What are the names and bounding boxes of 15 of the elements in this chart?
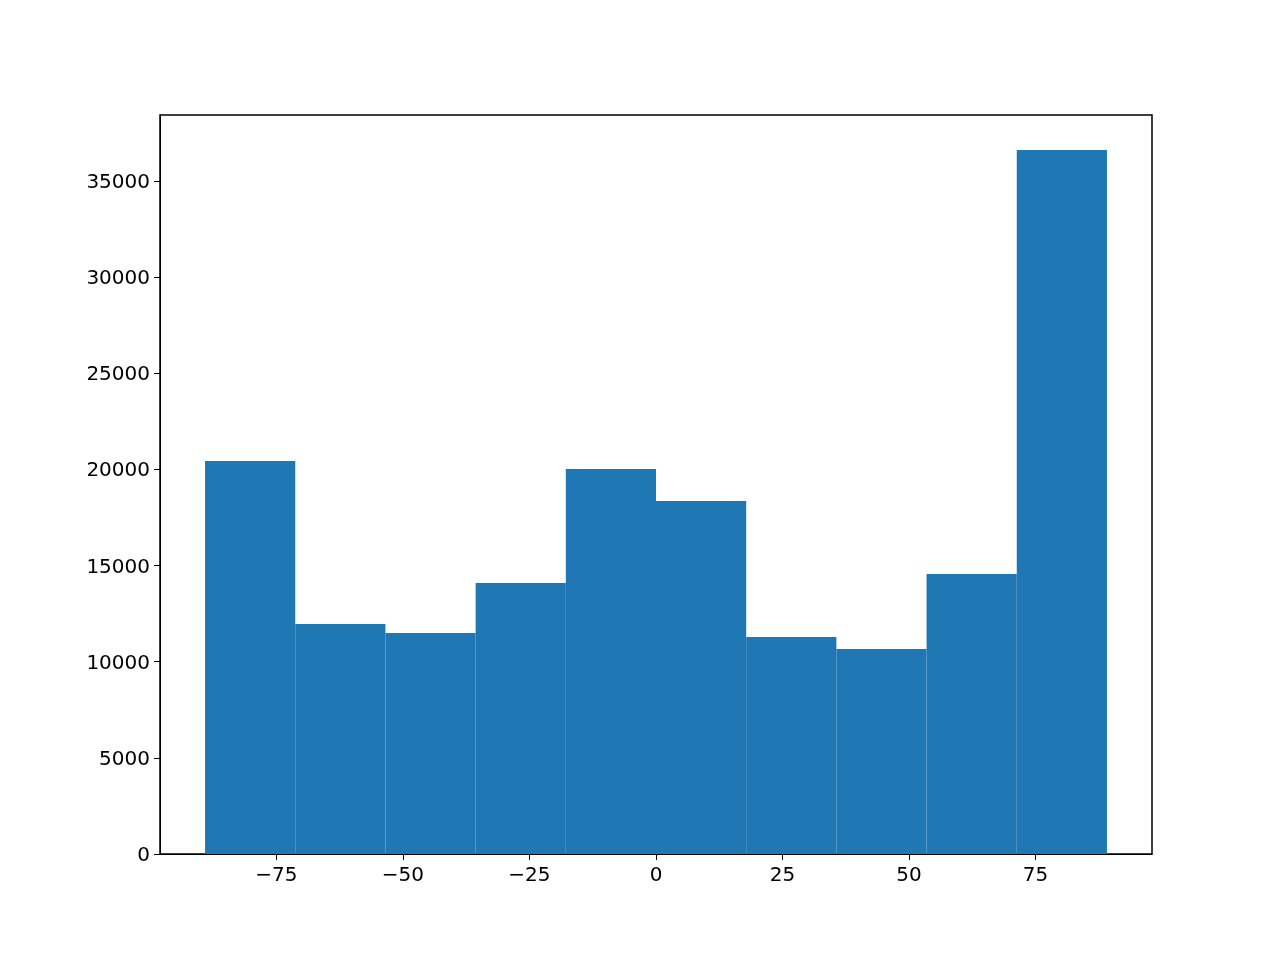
- x-tick-label: −50: [381, 862, 425, 886]
- y-tick-label: 30000: [86, 265, 150, 290]
- x-tick-label: −25: [508, 862, 551, 886]
- y-tick-label: 10000: [86, 649, 150, 674]
- y-tick-label: 25000: [86, 361, 150, 386]
- x-tick-label: −75: [255, 862, 298, 886]
- x-tick-label: 75: [1022, 862, 1049, 886]
- x-tick-label: 25: [769, 862, 796, 886]
- y-tick-label: 15000: [86, 553, 150, 578]
- y-tick-label: 35000: [86, 168, 150, 193]
- x-tick-label: 50: [896, 862, 922, 886]
- x-tick-label: 0: [649, 862, 663, 886]
- y-tick-label: 5000: [99, 745, 150, 770]
- y-tick-label: 0: [137, 842, 150, 866]
- y-tick-label: 20000: [86, 457, 150, 482]
